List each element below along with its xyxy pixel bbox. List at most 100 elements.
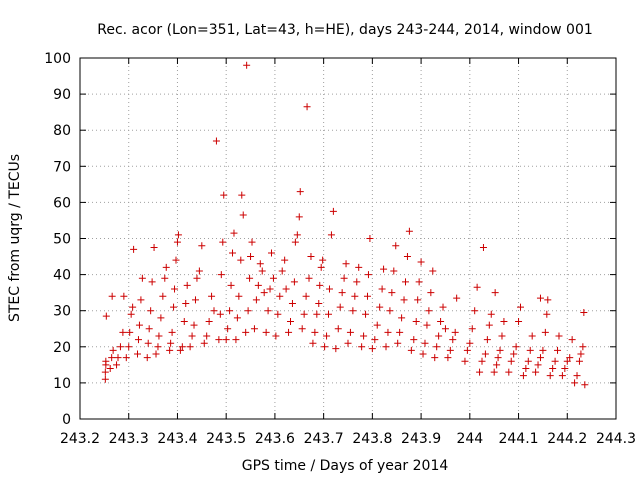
data-point: [266, 285, 274, 293]
data-point: [210, 307, 218, 315]
data-point: [360, 332, 368, 340]
data-point: [254, 281, 262, 289]
x-tick-label: 244.3: [596, 431, 636, 447]
data-point: [555, 332, 563, 340]
data-point: [235, 292, 243, 300]
data-point: [536, 354, 544, 362]
data-point: [362, 310, 370, 318]
data-point: [400, 296, 408, 304]
data-point: [252, 296, 260, 304]
data-point: [382, 343, 390, 351]
data-point: [429, 267, 437, 275]
data-point: [167, 339, 175, 347]
y-tick-label: 10: [53, 376, 71, 392]
data-point: [549, 364, 557, 372]
data-point: [233, 314, 241, 322]
data-point: [575, 357, 583, 365]
x-tick-label: 243.8: [352, 431, 392, 447]
data-point: [349, 307, 357, 315]
data-point: [431, 354, 439, 362]
data-point: [127, 310, 135, 318]
data-point: [396, 328, 404, 336]
data-point: [543, 310, 551, 318]
data-point: [466, 339, 474, 347]
y-tick-label: 70: [53, 159, 71, 175]
y-tick-label: 90: [53, 87, 71, 103]
y-tick-label: 40: [53, 268, 71, 284]
data-point: [433, 343, 441, 351]
data-point: [282, 285, 290, 293]
data-point: [558, 372, 566, 380]
data-point: [401, 278, 409, 286]
data-point: [539, 346, 547, 354]
y-tick-label: 50: [53, 232, 71, 248]
data-point: [403, 253, 411, 261]
data-point: [180, 318, 188, 326]
data-point: [346, 328, 354, 336]
y-tick-label: 100: [44, 51, 71, 67]
data-point: [122, 354, 130, 362]
data-points: [101, 61, 589, 389]
data-point: [138, 274, 146, 282]
y-axis-label: STEC from uqrg / TECUs: [7, 154, 23, 322]
data-point: [154, 343, 162, 351]
data-point: [494, 354, 502, 362]
data-point: [368, 345, 376, 353]
data-point: [101, 375, 109, 383]
data-point: [340, 274, 348, 282]
data-point: [102, 312, 110, 320]
data-point: [485, 321, 493, 329]
data-point: [144, 339, 152, 347]
data-point: [114, 354, 122, 362]
data-point: [544, 296, 552, 304]
data-point: [546, 372, 554, 380]
data-point: [172, 256, 180, 264]
data-point: [313, 310, 321, 318]
data-point: [272, 332, 280, 340]
data-point: [336, 303, 344, 311]
data-point: [302, 292, 310, 300]
data-point: [441, 325, 449, 333]
data-point: [536, 294, 544, 302]
data-point: [524, 357, 532, 365]
data-point: [571, 379, 579, 387]
data-point: [190, 321, 198, 329]
data-point: [528, 332, 536, 340]
data-point: [300, 310, 308, 318]
data-point: [483, 336, 491, 344]
data-point: [203, 332, 211, 340]
data-point: [239, 211, 247, 219]
y-tick-label: 80: [53, 123, 71, 139]
data-point: [193, 274, 201, 282]
data-point: [394, 339, 402, 347]
data-point: [317, 263, 325, 271]
data-point: [493, 361, 501, 369]
data-point: [577, 350, 585, 358]
data-point: [338, 289, 346, 297]
data-point: [183, 281, 191, 289]
data-point: [281, 256, 289, 264]
data-point: [224, 325, 232, 333]
data-point: [311, 328, 319, 336]
data-point: [325, 310, 333, 318]
x-tick-label: 244.2: [547, 431, 587, 447]
data-point: [216, 310, 224, 318]
y-tick-label: 20: [53, 340, 71, 356]
data-point: [351, 292, 359, 300]
data-point: [298, 325, 306, 333]
data-point: [303, 103, 311, 111]
data-point: [126, 328, 134, 336]
data-point: [230, 229, 238, 237]
data-point: [410, 336, 418, 344]
data-point: [471, 307, 479, 315]
data-point: [444, 354, 452, 362]
data-point: [137, 296, 145, 304]
data-point: [278, 267, 286, 275]
data-point: [250, 325, 258, 333]
data-point: [307, 253, 315, 261]
data-point: [386, 307, 394, 315]
data-point: [449, 336, 457, 344]
data-point: [188, 332, 196, 340]
data-point: [269, 274, 277, 282]
